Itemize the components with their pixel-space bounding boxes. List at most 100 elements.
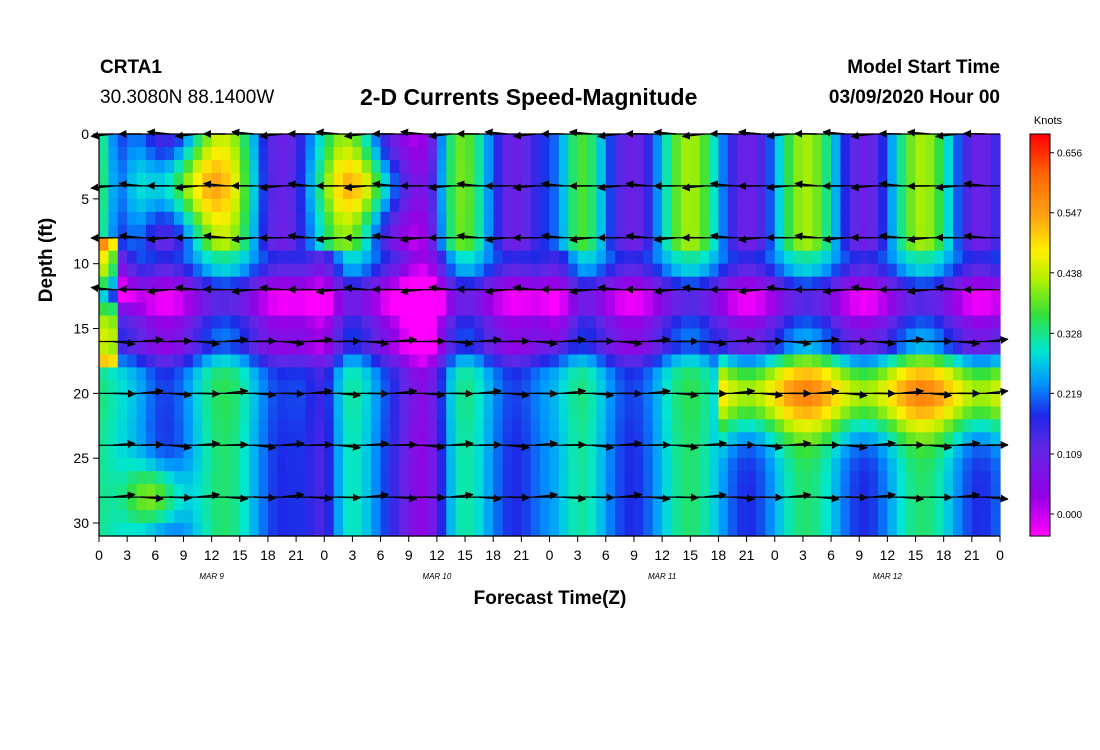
colorbar-segment xyxy=(1030,271,1050,276)
colorbar-segment xyxy=(1030,338,1050,343)
heatmap-cell xyxy=(868,393,879,407)
heatmap-cell xyxy=(615,458,626,472)
heatmap-cell xyxy=(277,341,288,356)
heatmap-cell xyxy=(934,458,945,472)
heatmap-cell xyxy=(652,146,663,161)
heatmap-cell xyxy=(211,354,222,369)
heatmap-cell xyxy=(239,328,250,343)
heatmap-cell xyxy=(962,250,973,265)
heatmap-cell xyxy=(802,315,813,330)
heatmap-cell xyxy=(230,471,241,485)
heatmap-cell xyxy=(577,497,588,511)
heatmap-cell xyxy=(643,250,654,265)
heatmap-cell xyxy=(671,315,682,330)
heatmap-cell xyxy=(727,484,738,498)
heatmap-cell xyxy=(812,159,823,174)
heatmap-cell xyxy=(361,224,372,239)
heatmap-cell xyxy=(793,172,804,187)
heatmap-cell xyxy=(352,302,363,317)
heatmap-cell xyxy=(483,341,494,356)
heatmap-cell xyxy=(286,185,297,200)
heatmap-cell xyxy=(953,341,964,356)
heatmap-cell xyxy=(164,250,175,265)
heatmap-cell xyxy=(436,484,447,498)
heatmap-cell xyxy=(962,354,973,369)
heatmap-cell xyxy=(164,471,175,485)
heatmap-cell xyxy=(380,406,391,420)
heatmap-cell xyxy=(971,497,982,511)
heatmap-cell xyxy=(511,445,522,459)
heatmap-cell xyxy=(333,198,344,213)
heatmap-cell xyxy=(802,172,813,187)
heatmap-cell xyxy=(784,419,795,433)
heatmap-cell xyxy=(680,211,691,226)
heatmap-cell xyxy=(765,237,776,252)
heatmap-cell xyxy=(305,445,316,459)
heatmap-cell xyxy=(765,354,776,369)
heatmap-cell xyxy=(868,263,879,278)
heatmap-cell xyxy=(305,510,316,524)
heatmap-cell xyxy=(192,380,203,394)
heatmap-cell xyxy=(840,302,851,317)
x-tick-label: 21 xyxy=(288,547,304,563)
heatmap-cell xyxy=(755,146,766,161)
heatmap-cell xyxy=(211,484,222,498)
heatmap-cell xyxy=(887,211,898,226)
heatmap-cell xyxy=(699,159,710,174)
heatmap-cell xyxy=(136,185,147,200)
heatmap-cell xyxy=(230,406,241,420)
heatmap-cell xyxy=(840,393,851,407)
heatmap-cell xyxy=(859,510,870,524)
heatmap-cell xyxy=(727,432,738,446)
colorbar-segment xyxy=(1030,529,1050,534)
heatmap-cell xyxy=(418,393,429,407)
current-vector xyxy=(935,284,958,293)
heatmap-cell xyxy=(990,315,1001,330)
heatmap-cell xyxy=(840,185,851,200)
heatmap-cell xyxy=(174,471,185,485)
heatmap-cell xyxy=(483,510,494,524)
heatmap-cell xyxy=(455,159,466,174)
heatmap-cell xyxy=(511,354,522,369)
current-vector xyxy=(507,493,531,502)
colorbar-segment xyxy=(1030,391,1050,396)
heatmap-cell xyxy=(662,263,673,278)
heatmap-cell xyxy=(296,393,307,407)
heatmap-cell xyxy=(802,406,813,420)
heatmap-cell xyxy=(765,289,776,304)
heatmap-cell xyxy=(117,432,128,446)
heatmap-cell xyxy=(624,250,635,265)
heatmap-cell xyxy=(333,419,344,433)
heatmap-cell xyxy=(549,471,560,485)
heatmap-cell xyxy=(530,134,541,148)
colorbar-segment xyxy=(1030,381,1050,386)
current-vector xyxy=(625,232,649,241)
heatmap-cell xyxy=(136,497,147,511)
heatmap-cell xyxy=(596,471,607,485)
heatmap-cell xyxy=(624,471,635,485)
heatmap-cell xyxy=(117,354,128,369)
heatmap-cell xyxy=(540,393,551,407)
heatmap-cell xyxy=(802,237,813,252)
heatmap-cell xyxy=(624,406,635,420)
heatmap-cell xyxy=(155,510,166,524)
current-vector xyxy=(231,235,254,244)
heatmap-cell xyxy=(286,419,297,433)
heatmap-cell xyxy=(859,134,870,148)
heatmap-cell xyxy=(277,146,288,161)
heatmap-cell xyxy=(849,159,860,174)
heatmap-cell xyxy=(380,471,391,485)
heatmap-cell xyxy=(296,341,307,356)
heatmap-cell xyxy=(511,134,522,148)
heatmap-cell xyxy=(849,328,860,343)
heatmap-cell xyxy=(906,159,917,174)
heatmap-cell xyxy=(277,380,288,394)
heatmap-cell xyxy=(493,315,504,330)
heatmap-cell xyxy=(699,250,710,265)
heatmap-cell xyxy=(577,289,588,304)
heatmap-cell xyxy=(192,523,203,537)
heatmap-cell xyxy=(380,432,391,446)
colorbar-segment xyxy=(1030,358,1050,363)
heatmap-cell xyxy=(859,302,870,317)
heatmap-cell xyxy=(587,315,598,330)
